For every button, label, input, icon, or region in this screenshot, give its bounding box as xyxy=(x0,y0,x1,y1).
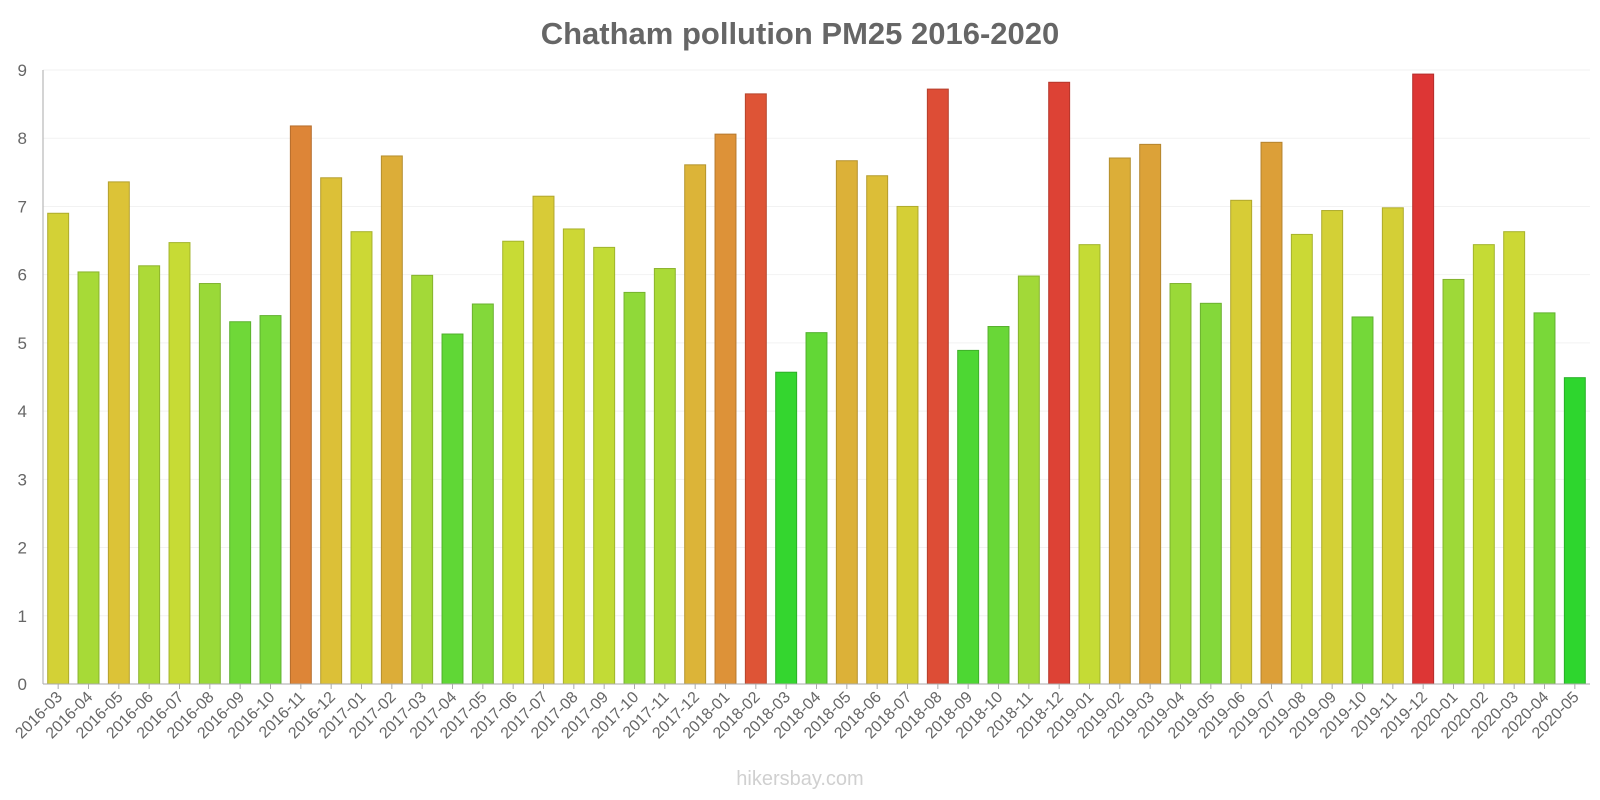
chart-title: Chatham pollution PM25 2016-2020 xyxy=(540,16,1060,51)
bar-2019-12 xyxy=(1412,73,1435,685)
y-tick-label: 1 xyxy=(18,607,27,626)
bar-2019-02 xyxy=(1108,157,1131,685)
watermark: hikersbay.com xyxy=(736,768,864,790)
bar-2017-03 xyxy=(411,274,434,685)
bar-2019-01 xyxy=(1078,244,1101,685)
y-tick-label: 7 xyxy=(18,197,27,216)
y-tick-label: 6 xyxy=(18,266,27,285)
bar-2019-11 xyxy=(1381,207,1404,685)
bar-2016-10 xyxy=(259,315,282,685)
bar-2019-07 xyxy=(1260,141,1283,685)
bar-2018-06 xyxy=(866,175,889,685)
y-tick-label: 3 xyxy=(18,470,27,489)
bar-2017-01 xyxy=(350,231,373,685)
bar-2018-12 xyxy=(1048,81,1071,685)
bar-2017-06 xyxy=(502,240,525,685)
bar-2018-01 xyxy=(714,133,737,685)
bar-2017-10 xyxy=(623,291,646,685)
y-tick-label: 9 xyxy=(18,61,27,80)
bar-2019-04 xyxy=(1169,283,1192,685)
bar-2018-04 xyxy=(805,332,828,685)
y-tick-label: 2 xyxy=(18,539,27,558)
bar-2017-09 xyxy=(593,246,616,685)
y-tick-label: 8 xyxy=(18,129,27,148)
bar-2019-08 xyxy=(1290,233,1313,685)
bar-2016-09 xyxy=(229,321,252,685)
bar-2020-05 xyxy=(1563,377,1586,685)
bar-2016-06 xyxy=(138,265,161,685)
bar-2018-02 xyxy=(744,93,767,685)
bar-2017-04 xyxy=(441,333,464,685)
y-tick-label: 0 xyxy=(18,675,27,694)
bar-2019-06 xyxy=(1230,199,1253,685)
bar-2019-09 xyxy=(1321,210,1344,685)
bar-2019-03 xyxy=(1139,143,1162,685)
bar-2017-12 xyxy=(684,164,707,685)
bar-2017-02 xyxy=(380,155,403,685)
bar-2018-08 xyxy=(926,88,949,685)
bar-2020-01 xyxy=(1442,278,1465,685)
y-tick-label: 4 xyxy=(18,402,27,421)
bar-2016-11 xyxy=(289,125,312,685)
bar-2016-03 xyxy=(47,212,70,685)
y-tick-label: 5 xyxy=(18,334,27,353)
bar-2017-08 xyxy=(562,228,585,685)
bar-2020-03 xyxy=(1503,231,1526,685)
bar-2018-11 xyxy=(1017,275,1040,685)
bar-2016-07 xyxy=(168,242,191,685)
bar-2018-03 xyxy=(775,371,798,685)
bar-2018-09 xyxy=(957,349,980,685)
bar-2016-08 xyxy=(198,283,221,685)
bar-2019-10 xyxy=(1351,316,1374,685)
bar-2020-02 xyxy=(1472,244,1495,685)
bar-2019-05 xyxy=(1199,302,1222,685)
bar-2016-05 xyxy=(107,181,130,685)
bar-2016-04 xyxy=(77,271,100,685)
bar-2016-12 xyxy=(320,177,343,685)
bar-2018-10 xyxy=(987,326,1010,685)
bar-2018-05 xyxy=(835,160,858,685)
bar-2020-04 xyxy=(1533,312,1556,685)
bar-2018-07 xyxy=(896,205,919,685)
bar-2017-11 xyxy=(653,268,676,685)
bar-2017-05 xyxy=(471,303,494,685)
bar-2017-07 xyxy=(532,195,555,685)
